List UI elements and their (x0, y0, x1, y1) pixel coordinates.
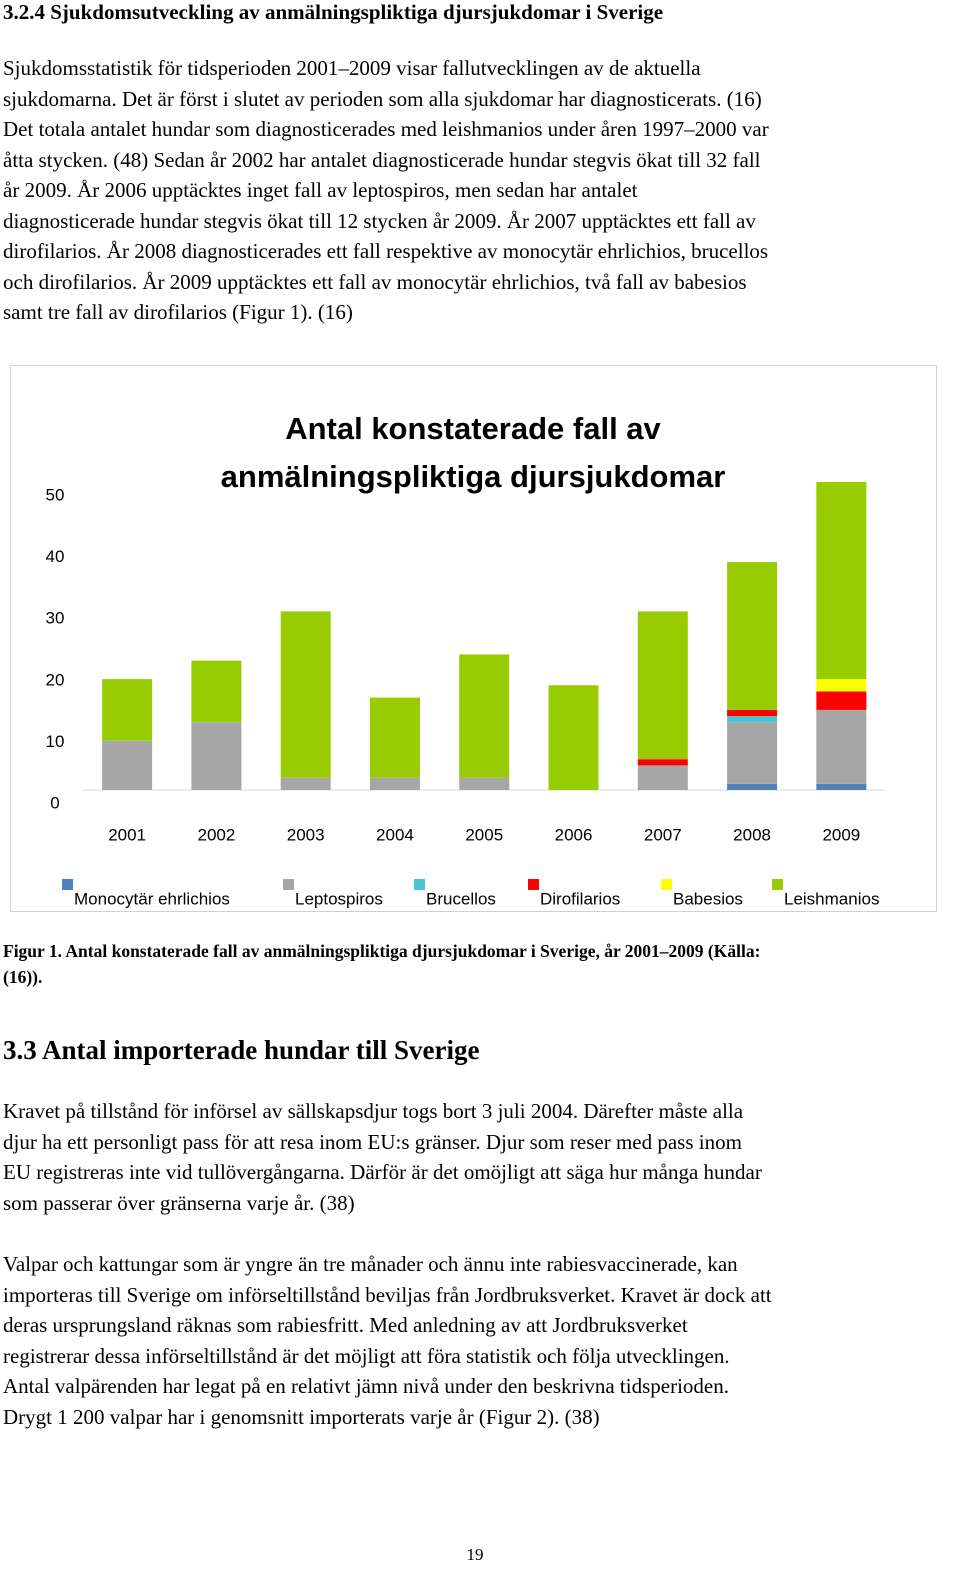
bar-segment (191, 722, 242, 790)
bar-segment (280, 611, 331, 778)
x-tick-label: 2004 (376, 825, 414, 844)
chart-frame (10, 365, 937, 912)
paragraph: Valpar och kattungar som är yngre än tre… (3, 1249, 953, 1432)
bar-segment (459, 654, 510, 778)
legend-label: Dirofilarios (540, 889, 620, 908)
text-line: Drygt 1 200 valpar har i genomsnitt impo… (3, 1404, 600, 1429)
text-line: dirofilarios. År 2008 diagnosticerades e… (3, 239, 769, 263)
text-line: Antal valpärenden har legat på en relati… (3, 1374, 729, 1398)
x-tick-label: 2002 (198, 825, 236, 844)
text-line: EU registreras inte vid tullövergångarna… (3, 1160, 762, 1184)
text-line: samt tre fall av dirofilarios (Figur 1).… (3, 300, 353, 324)
bar-segment (816, 691, 867, 710)
bar-segment (816, 783, 867, 790)
text-line: diagnosticerade hundar stegvis ökat till… (3, 208, 756, 233)
bar-segment (191, 660, 242, 723)
bar-segment (280, 777, 331, 790)
y-tick-label: 40 (46, 547, 65, 566)
x-tick-label: 2003 (287, 825, 325, 844)
y-tick-label: 10 (46, 732, 65, 751)
text-line: Figur 1. Antal konstaterade fall av anmä… (3, 941, 761, 961)
text-line: år 2009. År 2006 upptäcktes inget fall a… (3, 178, 638, 202)
section-heading: 3.2.4 Sjukdomsutveckling av anmälningspl… (3, 0, 664, 24)
text-line: och dirofilarios. År 2009 upptäcktes ett… (3, 269, 747, 294)
x-tick-label: 2001 (108, 825, 146, 844)
legend-label: Monocytär ehrlichios (74, 889, 230, 908)
bar-segment (727, 709, 778, 717)
legend-swatch (283, 879, 294, 890)
legend-swatch (414, 879, 425, 890)
bar-segment (727, 783, 778, 790)
text-line: Kravet på tillstånd för införsel av säll… (3, 1099, 744, 1123)
legend-label: Leptospiros (295, 889, 383, 908)
x-tick-label: 2006 (555, 825, 593, 844)
text-line: Valpar och kattungar som är yngre än tre… (3, 1252, 738, 1276)
bar-segment (637, 611, 688, 760)
bar-segment (548, 685, 599, 790)
legend-label: Brucellos (426, 889, 496, 908)
bar-segment (102, 679, 153, 741)
page-number: 19 (466, 1545, 484, 1564)
bar-segment (369, 777, 420, 790)
legend-label: Leishmanios (784, 889, 879, 908)
y-tick-label: 50 (46, 485, 65, 504)
bar-segment (727, 722, 778, 784)
legend-swatch (772, 879, 783, 890)
legend-swatch (661, 879, 672, 890)
paragraph: Sjukdomsstatistik för tidsperioden 2001–… (3, 53, 953, 328)
bar-segment (369, 697, 420, 778)
bar-segment (727, 716, 778, 723)
x-tick-label: 2009 (822, 825, 860, 844)
text-line: deras ursprungsland räknas som rabiesfri… (3, 1313, 688, 1337)
bar-segment (102, 740, 153, 790)
legend-label: Babesios (673, 889, 743, 908)
text-line: som passerar över gränserna varje år. (3… (3, 1190, 355, 1215)
figure-caption: Figur 1. Antal konstaterade fall av anmä… (3, 938, 953, 990)
chart-title: Antal konstaterade fall av anmälningspli… (220, 411, 726, 494)
bar-segment (637, 765, 688, 790)
legend-swatch (528, 879, 539, 890)
y-tick-label: 0 (50, 793, 59, 812)
x-tick-label: 2007 (644, 825, 682, 844)
text-line: registrerar dessa införseltillstånd är d… (3, 1343, 730, 1368)
bar-segment (816, 709, 867, 784)
y-tick-label: 20 (46, 670, 65, 689)
bar-segment (459, 777, 510, 790)
text-line: åtta stycken. (48) Sedan år 2002 har ant… (3, 147, 761, 172)
legend-swatch (62, 879, 73, 890)
bar-segment (637, 759, 688, 766)
chart-title-box: Antal konstaterade fall av anmälningspli… (220, 411, 726, 494)
text-line: sjukdomarna. Det är först i slutet av pe… (3, 86, 762, 111)
text-line: Sjukdomsstatistik för tidsperioden 2001–… (3, 56, 701, 80)
bar-segment (816, 679, 867, 692)
text-line: (16)). (3, 967, 43, 987)
paragraph: Kravet på tillstånd för införsel av säll… (3, 1096, 953, 1218)
x-tick-label: 2005 (465, 825, 503, 844)
bar-segment (816, 482, 867, 680)
y-tick-label: 30 (46, 609, 65, 628)
x-tick-label: 2008 (733, 825, 771, 844)
text-line: importeras till Sverige om införseltills… (3, 1282, 772, 1307)
text-line: djur ha ett personligt pass för att resa… (3, 1129, 742, 1154)
text-line: Det totala antalet hundar som diagnostic… (3, 117, 769, 141)
bar-segment (727, 562, 778, 710)
section-heading: 3.3 Antal importerade hundar till Sverig… (3, 1035, 480, 1065)
